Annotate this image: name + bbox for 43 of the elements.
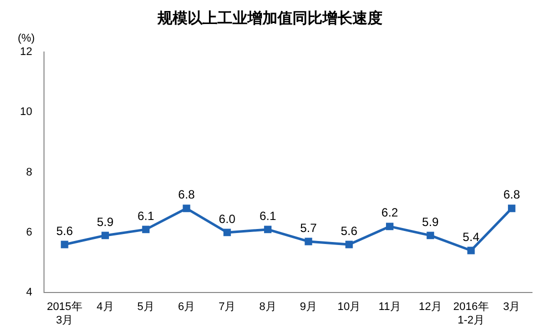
y-tick-label: 10 bbox=[20, 106, 32, 118]
x-tick-label: 10月 bbox=[337, 301, 361, 314]
x-tick-label: 12月 bbox=[418, 301, 442, 314]
data-label: 5.6 bbox=[340, 224, 358, 238]
point bbox=[142, 226, 150, 234]
point bbox=[60, 240, 68, 248]
data-label: 5.4 bbox=[462, 230, 480, 244]
point bbox=[182, 204, 190, 212]
x-tick-label: 3月 bbox=[503, 301, 520, 314]
point bbox=[223, 228, 231, 236]
data-label: 5.9 bbox=[96, 214, 114, 229]
data-label: 5.6 bbox=[56, 224, 74, 238]
point bbox=[264, 226, 272, 234]
y-tick-label: 4 bbox=[26, 286, 32, 299]
x-tick-label: 5月 bbox=[137, 301, 154, 314]
x-tick-label: 2016年 1-2月 bbox=[453, 301, 489, 326]
x-tick-label: 4月 bbox=[96, 301, 114, 314]
data-label: 5.9 bbox=[422, 214, 440, 229]
x-tick-label: 11月 bbox=[378, 301, 401, 314]
data-label: 6.8 bbox=[503, 188, 520, 202]
x-tick-label: 7月 bbox=[218, 301, 236, 314]
x-tick-label: 2015年 3月 bbox=[46, 301, 82, 326]
point bbox=[386, 222, 394, 230]
data-label: 6.8 bbox=[178, 188, 196, 202]
x-tick-label: 6月 bbox=[178, 301, 196, 314]
x-tick-label: 8月 bbox=[259, 301, 276, 314]
y-tick-label: 12 bbox=[20, 46, 32, 58]
point bbox=[345, 240, 353, 248]
x-tick-label: 9月 bbox=[300, 301, 318, 314]
point bbox=[304, 238, 312, 246]
data-label: 5.7 bbox=[300, 220, 318, 235]
y-tick-label: 8 bbox=[26, 166, 32, 178]
point bbox=[508, 204, 516, 212]
y-axis-title: (%) bbox=[18, 32, 35, 45]
data-label: 6.1 bbox=[138, 208, 155, 223]
y-tick-label: 6 bbox=[26, 226, 32, 238]
chart-title: 规模以上工业增加值同比增长速度 bbox=[156, 9, 382, 28]
data-label: 6.0 bbox=[218, 212, 236, 226]
point bbox=[467, 246, 475, 254]
data-label: 6.2 bbox=[381, 206, 398, 220]
data-label: 6.1 bbox=[259, 208, 276, 223]
point bbox=[101, 232, 109, 240]
point bbox=[426, 232, 434, 240]
